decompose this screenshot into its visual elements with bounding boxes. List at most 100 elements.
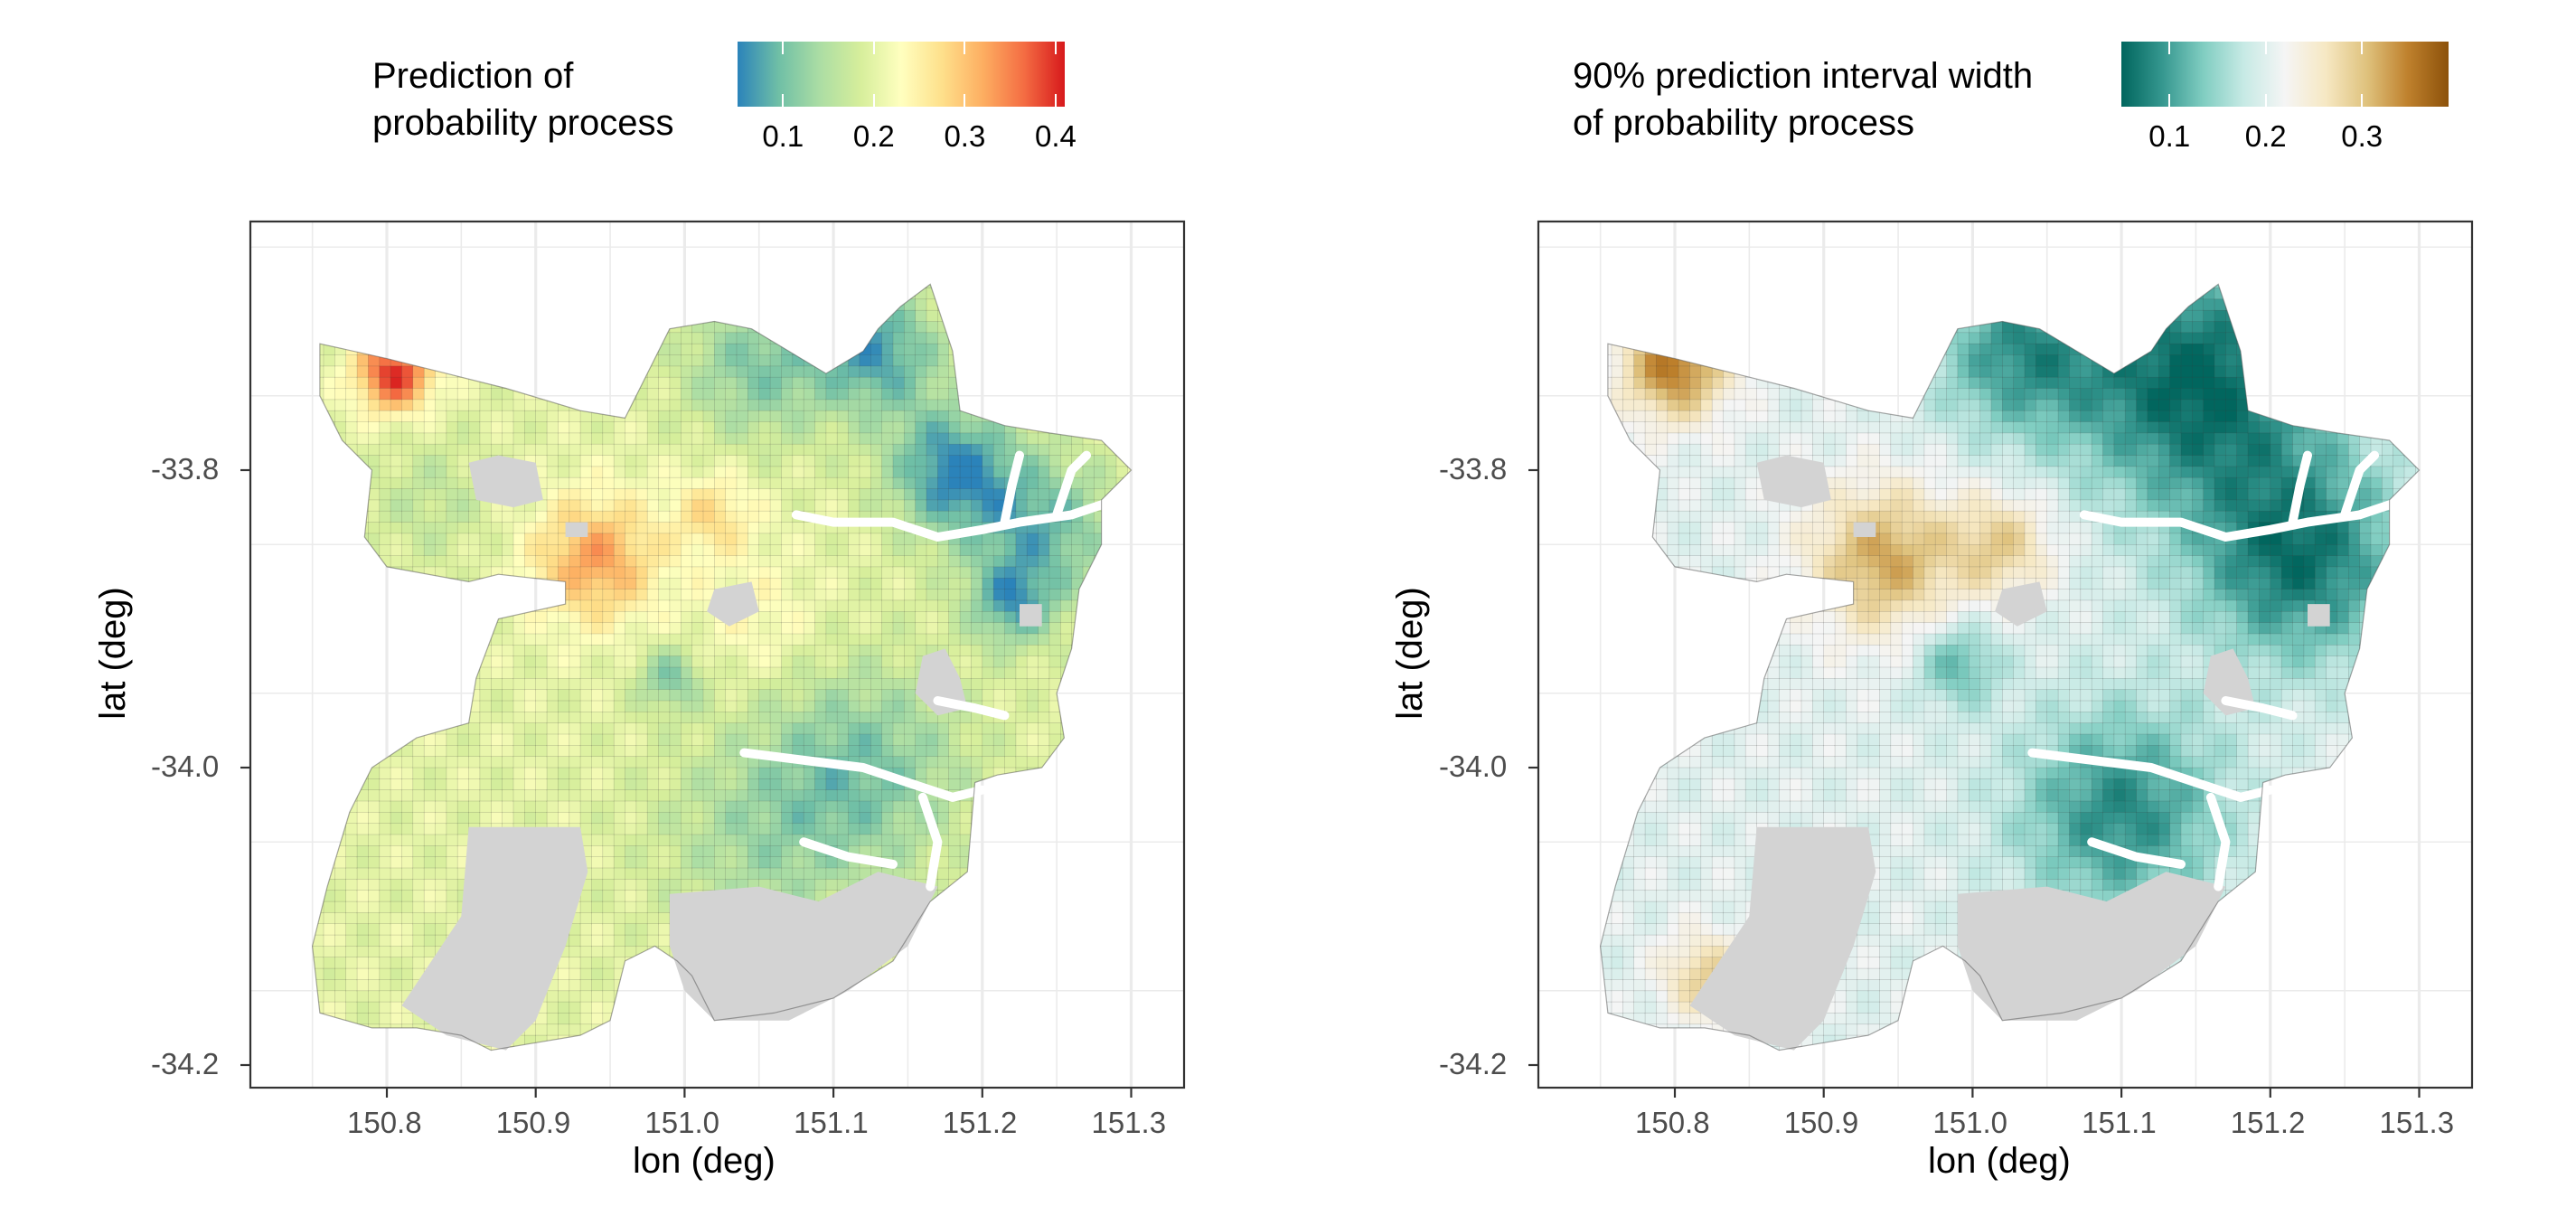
region-cell <box>747 566 760 580</box>
region-cell <box>323 990 336 1004</box>
region-cell <box>747 443 760 457</box>
region-cell <box>602 610 616 624</box>
region-cell <box>435 890 447 902</box>
region-cell <box>725 476 738 490</box>
region-cell <box>613 543 626 557</box>
region-cell <box>859 533 872 546</box>
region-cell <box>368 388 381 401</box>
region-cell <box>680 644 693 657</box>
region-cell <box>479 767 493 780</box>
region-cell <box>635 733 649 747</box>
region-cell <box>691 800 704 814</box>
region-cell <box>1004 644 1017 657</box>
region-cell <box>512 800 526 814</box>
region-cell <box>1038 677 1050 691</box>
region-cell <box>423 410 437 423</box>
region-cell <box>646 912 660 925</box>
region-cell <box>446 823 459 835</box>
region-cell <box>535 689 549 702</box>
region-cell <box>725 834 738 847</box>
region-cell <box>903 399 917 412</box>
region-cell <box>546 778 559 791</box>
region-cell <box>803 789 816 802</box>
region-cell <box>579 655 593 668</box>
region-cell <box>725 744 738 758</box>
map-panel-prediction: Prediction of probability process lon (d… <box>93 42 1186 1181</box>
region-cell <box>635 488 649 501</box>
region-cell <box>825 566 839 580</box>
region-cell <box>535 666 549 680</box>
region-cell <box>859 388 872 401</box>
region-cell <box>658 499 671 513</box>
region-cell <box>758 610 772 624</box>
region-cell <box>725 499 738 513</box>
region-cell <box>982 555 995 568</box>
region-cell <box>848 476 860 490</box>
region-cell <box>658 733 671 747</box>
region-cell <box>658 789 671 802</box>
region-cell <box>859 812 872 825</box>
region-cell <box>535 421 549 434</box>
region-cell <box>613 644 626 657</box>
region-cell <box>948 543 961 557</box>
region-cell <box>1004 610 1017 624</box>
region-cell <box>736 856 749 869</box>
region-cell <box>713 879 727 891</box>
region-cell <box>356 856 370 869</box>
region-cell <box>625 510 637 523</box>
region-cell <box>368 967 381 981</box>
region-cell <box>401 543 414 557</box>
region-cell <box>613 533 626 546</box>
region-cell <box>926 365 939 379</box>
region-cell <box>613 488 626 501</box>
region-cell <box>691 399 704 412</box>
region-cell <box>456 800 470 814</box>
region-cell <box>435 823 447 835</box>
region-cell <box>456 733 470 747</box>
region-cell <box>691 522 704 534</box>
region-cell <box>646 488 660 501</box>
region-cell <box>490 800 503 814</box>
region-cell <box>792 432 805 446</box>
region-cell <box>412 499 426 513</box>
region-cell <box>390 890 403 902</box>
region-cell <box>546 510 559 523</box>
region-cell <box>669 778 682 791</box>
region-cell <box>546 622 559 635</box>
region-cell <box>982 733 995 747</box>
region-cell <box>435 399 447 412</box>
region-cell <box>971 589 983 601</box>
region-cell <box>390 365 403 379</box>
region-cell <box>691 510 704 523</box>
region-cell <box>747 510 760 523</box>
region-cell <box>982 599 995 613</box>
region-cell <box>758 823 772 835</box>
region-cell <box>769 689 783 702</box>
region-cell <box>546 722 559 735</box>
region-cell <box>435 800 447 814</box>
region-cell <box>915 756 928 769</box>
region-cell <box>579 599 593 613</box>
region-cell <box>848 421 860 434</box>
region-cell <box>881 700 894 713</box>
region-cell <box>758 443 772 457</box>
region-cell <box>468 543 481 557</box>
region-cell <box>613 722 626 735</box>
region-cell <box>1038 722 1050 735</box>
region-cell <box>512 644 526 657</box>
region-cell <box>591 879 604 891</box>
region-cell <box>859 722 872 735</box>
region-cell <box>937 376 950 390</box>
region-cell <box>579 543 593 557</box>
region-cell <box>456 543 470 557</box>
region-cell <box>591 912 604 925</box>
region-cell <box>356 990 370 1004</box>
region-cell <box>602 466 616 479</box>
region-cell <box>982 488 995 501</box>
region-cell <box>569 599 582 613</box>
region-cell <box>758 666 772 680</box>
region-cell <box>1026 655 1039 668</box>
region-cell <box>792 812 805 825</box>
region-cell <box>569 733 582 747</box>
region-cell <box>702 856 716 869</box>
